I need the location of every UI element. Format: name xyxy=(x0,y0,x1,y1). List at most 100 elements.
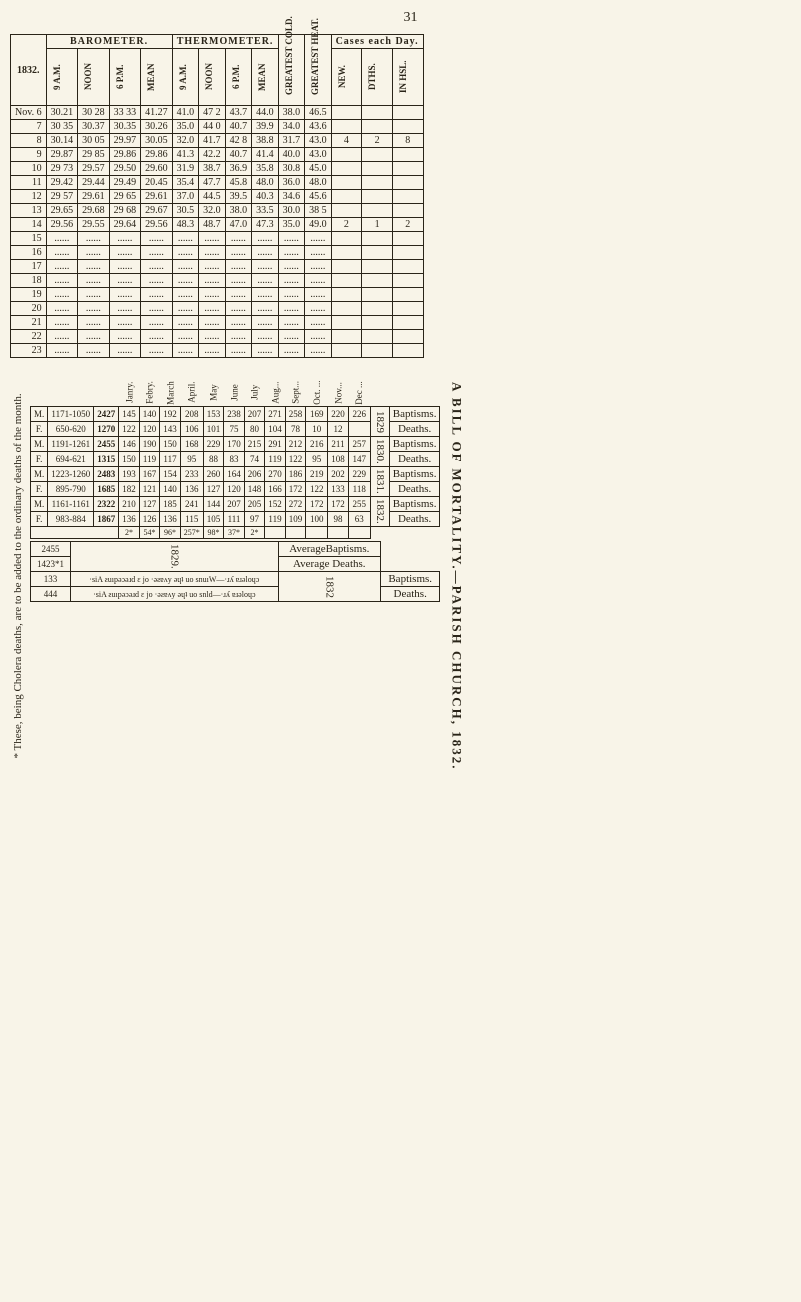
data-cell xyxy=(362,232,393,246)
month-cell: 260 xyxy=(203,467,224,482)
row-label: 21 xyxy=(11,316,47,330)
data-cell: ...... xyxy=(141,302,173,316)
data-cell: ...... xyxy=(46,316,78,330)
data-cell: 31.9 xyxy=(172,162,199,176)
data-cell: ...... xyxy=(225,344,252,358)
data-cell: ...... xyxy=(252,274,279,288)
data-cell: ...... xyxy=(109,330,141,344)
month-cell: 140 xyxy=(160,482,181,497)
data-cell: 38.0 xyxy=(225,204,252,218)
month-cell: 74 xyxy=(244,452,265,467)
month-cell: 146 xyxy=(119,437,140,452)
data-cell: 39.9 xyxy=(252,120,279,134)
data-cell: 29.61 xyxy=(78,190,110,204)
data-cell: 47.0 xyxy=(225,218,252,232)
data-cell: ...... xyxy=(172,288,199,302)
data-cell: ...... xyxy=(225,288,252,302)
data-cell: ...... xyxy=(78,330,110,344)
cases-header: Cases each Day. xyxy=(331,35,423,49)
data-cell: ...... xyxy=(141,274,173,288)
data-cell: 30.0 xyxy=(278,204,305,218)
range-label: 694-621 xyxy=(48,452,94,467)
data-cell: 30.37 xyxy=(78,120,110,134)
data-cell: 29 73 xyxy=(46,162,78,176)
data-cell xyxy=(331,162,362,176)
month-cell xyxy=(348,422,370,437)
month-cell: 104 xyxy=(265,422,286,437)
month-cell: 212 xyxy=(285,437,306,452)
data-cell: 43.0 xyxy=(305,148,332,162)
month-cell: 121 xyxy=(139,482,160,497)
month-header: Sept... xyxy=(285,378,306,407)
month-cell: 205 xyxy=(244,497,265,512)
category-label: Deaths. xyxy=(389,452,440,467)
row-total: 1685 xyxy=(94,482,119,497)
data-cell xyxy=(362,274,393,288)
range-label: 650-620 xyxy=(48,422,94,437)
row-total: 1270 xyxy=(94,422,119,437)
data-cell: 29 57 xyxy=(46,190,78,204)
month-cell: 169 xyxy=(306,407,328,422)
data-cell: 42 8 xyxy=(225,134,252,148)
month-cell: 136 xyxy=(180,482,203,497)
data-cell: ...... xyxy=(141,316,173,330)
col-header-1: NOON xyxy=(82,50,94,104)
data-cell: ...... xyxy=(199,232,226,246)
data-cell: ...... xyxy=(109,260,141,274)
col-header-11: DTHS. xyxy=(366,50,378,104)
month-cell: 108 xyxy=(328,452,349,467)
row-total: 1315 xyxy=(94,452,119,467)
data-cell xyxy=(362,148,393,162)
data-cell: 38.7 xyxy=(199,162,226,176)
data-cell: ...... xyxy=(78,274,110,288)
data-cell: 38.8 xyxy=(252,134,279,148)
data-cell: 44 0 xyxy=(199,120,226,134)
asterisk-cell xyxy=(328,527,349,539)
data-cell xyxy=(331,288,362,302)
month-cell: 164 xyxy=(224,467,245,482)
data-cell: ...... xyxy=(46,274,78,288)
data-cell: 29.68 xyxy=(78,204,110,218)
data-cell: 47.3 xyxy=(252,218,279,232)
month-cell: 172 xyxy=(328,497,349,512)
month-cell: 122 xyxy=(285,452,306,467)
month-cell: 270 xyxy=(265,467,286,482)
mf-label: M. xyxy=(31,467,48,482)
month-cell: 115 xyxy=(180,512,203,527)
data-cell: 30 35 xyxy=(46,120,78,134)
data-cell: ...... xyxy=(225,274,252,288)
month-cell: 119 xyxy=(265,512,286,527)
month-header: Dec ... xyxy=(348,378,370,407)
month-cell: 126 xyxy=(139,512,160,527)
data-cell: 29 68 xyxy=(109,204,141,218)
month-cell: 150 xyxy=(119,452,140,467)
data-cell: 2 xyxy=(392,218,423,232)
data-cell xyxy=(331,302,362,316)
data-cell xyxy=(392,302,423,316)
data-cell: ...... xyxy=(252,246,279,260)
data-cell xyxy=(362,288,393,302)
data-cell: 34.6 xyxy=(278,190,305,204)
row-label: 23 xyxy=(11,344,47,358)
data-cell: 41.3 xyxy=(172,148,199,162)
month-cell: 97 xyxy=(244,512,265,527)
row-total: 2427 xyxy=(94,407,119,422)
data-cell: ...... xyxy=(109,302,141,316)
data-cell: 39.5 xyxy=(225,190,252,204)
data-cell: ...... xyxy=(78,302,110,316)
data-cell: 34.0 xyxy=(278,120,305,134)
data-cell: 30.14 xyxy=(46,134,78,148)
data-cell: 29 65 xyxy=(109,190,141,204)
data-cell: ...... xyxy=(252,260,279,274)
data-cell: 48.3 xyxy=(172,218,199,232)
month-cell: 272 xyxy=(285,497,306,512)
mf-label: M. xyxy=(31,497,48,512)
month-cell: 127 xyxy=(203,482,224,497)
month-cell: 255 xyxy=(348,497,370,512)
data-cell xyxy=(331,106,362,120)
month-cell: 291 xyxy=(265,437,286,452)
month-cell: 148 xyxy=(244,482,265,497)
asterisk-cell xyxy=(348,527,370,539)
row-label: 20 xyxy=(11,302,47,316)
category-label: Deaths. xyxy=(389,482,440,497)
